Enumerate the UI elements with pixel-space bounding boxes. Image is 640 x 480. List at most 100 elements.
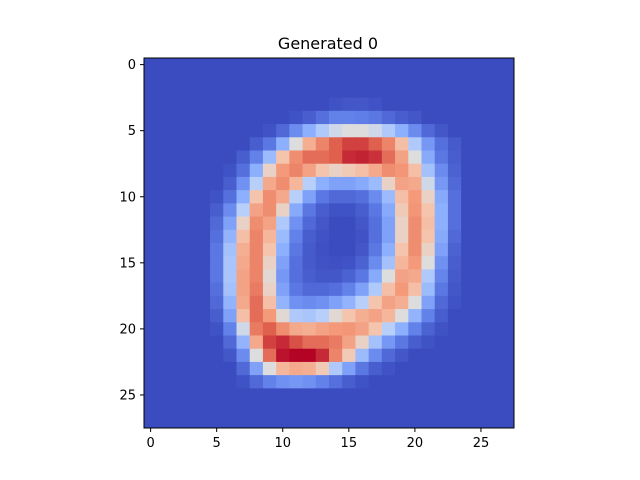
heatmap-cell — [302, 176, 317, 191]
heatmap-cell — [276, 322, 290, 336]
heatmap-cell — [276, 216, 290, 231]
axes-frame — [143, 57, 515, 429]
heatmap-cell — [395, 322, 409, 336]
heatmap-cell — [329, 243, 343, 257]
heatmap-cell — [395, 190, 409, 204]
heatmap-cell — [289, 71, 303, 85]
heatmap-cell — [157, 137, 171, 151]
heatmap-cell — [355, 97, 370, 112]
heatmap-cell — [210, 335, 224, 350]
heatmap-cell — [262, 322, 277, 336]
heatmap-cell — [395, 124, 409, 138]
heatmap-cell — [262, 414, 277, 429]
heatmap-cell — [249, 150, 264, 165]
heatmap-cell — [144, 216, 158, 231]
heatmap-cell — [381, 150, 396, 165]
heatmap-cell — [302, 137, 317, 151]
heatmap-cell — [276, 269, 290, 284]
heatmap-cell — [368, 190, 383, 204]
heatmap-cell — [170, 269, 185, 284]
heatmap-cell — [487, 414, 502, 429]
heatmap-cell — [461, 124, 475, 138]
heatmap-cell — [262, 243, 277, 257]
heatmap-cell — [170, 150, 185, 165]
heatmap-cell — [447, 163, 462, 178]
heatmap-cell — [249, 295, 264, 310]
heatmap-cell — [368, 388, 383, 402]
heatmap-cell — [329, 295, 343, 310]
heatmap-cell — [249, 163, 264, 178]
heatmap-cell — [236, 176, 251, 191]
heatmap-cell — [223, 322, 237, 336]
heatmap-cell — [329, 335, 343, 350]
chart-title: Generated 0 — [278, 34, 378, 53]
heatmap-cell — [315, 282, 330, 297]
heatmap-cell — [355, 163, 370, 178]
heatmap-cell — [421, 97, 436, 112]
heatmap-cell — [381, 388, 396, 402]
heatmap-cell — [210, 375, 224, 389]
heatmap-cell — [157, 163, 171, 178]
heatmap-cell — [223, 375, 237, 389]
heatmap-cell — [355, 401, 370, 416]
heatmap-cell — [487, 335, 502, 350]
heatmap-cell — [500, 256, 515, 270]
heatmap-cell — [381, 176, 396, 191]
heatmap-cell — [434, 256, 449, 270]
heatmap-cell — [447, 176, 462, 191]
heatmap-cell — [170, 256, 185, 270]
heatmap-cell — [368, 176, 383, 191]
heatmap-cell — [474, 58, 488, 72]
heatmap-cell — [461, 97, 475, 112]
heatmap-cell — [183, 282, 198, 297]
heatmap-cell — [381, 84, 396, 99]
heatmap-cell — [447, 229, 462, 244]
x-tick-label: 15 — [341, 436, 358, 451]
heatmap-cell — [421, 163, 436, 178]
heatmap-cell — [342, 243, 356, 257]
heatmap-cell — [395, 176, 409, 191]
heatmap-cell — [196, 295, 211, 310]
heatmap-cell — [342, 269, 356, 284]
y-tick-label: 5 — [128, 124, 136, 139]
heatmap-cell — [302, 71, 317, 85]
heatmap-cell — [408, 216, 422, 231]
heatmap-cell — [302, 84, 317, 99]
heatmap-cell — [144, 375, 158, 389]
heatmap-cell — [302, 401, 317, 416]
heatmap-cell — [329, 216, 343, 231]
heatmap-cell — [408, 243, 422, 257]
heatmap-cell — [381, 216, 396, 231]
heatmap-cell — [157, 269, 171, 284]
heatmap-cell — [474, 150, 488, 165]
heatmap-cell — [487, 295, 502, 310]
heatmap-cell — [210, 190, 224, 204]
heatmap-cell — [500, 309, 515, 323]
heatmap-cell — [144, 243, 158, 257]
heatmap-cell — [395, 110, 409, 125]
heatmap-cell — [315, 124, 330, 138]
heatmap-cell — [249, 190, 264, 204]
heatmap-cell — [500, 97, 515, 112]
heatmap-cell — [315, 309, 330, 323]
heatmap-cell — [276, 388, 290, 402]
heatmap-cell — [381, 110, 396, 125]
heatmap-cell — [183, 163, 198, 178]
heatmap-cell — [500, 361, 515, 376]
heatmap-cell — [500, 110, 515, 125]
heatmap-cell — [183, 256, 198, 270]
heatmap-cell — [408, 256, 422, 270]
heatmap-cell — [500, 137, 515, 151]
heatmap-cell — [223, 190, 237, 204]
heatmap-cell — [223, 97, 237, 112]
heatmap-cell — [395, 203, 409, 217]
heatmap-cell — [236, 375, 251, 389]
heatmap-cell — [487, 190, 502, 204]
heatmap-cell — [196, 216, 211, 231]
heatmap-cell — [474, 124, 488, 138]
heatmap-cell — [183, 190, 198, 204]
heatmap-cell — [329, 203, 343, 217]
heatmap-cell — [144, 295, 158, 310]
heatmap-cell — [395, 414, 409, 429]
heatmap-cell — [315, 216, 330, 231]
